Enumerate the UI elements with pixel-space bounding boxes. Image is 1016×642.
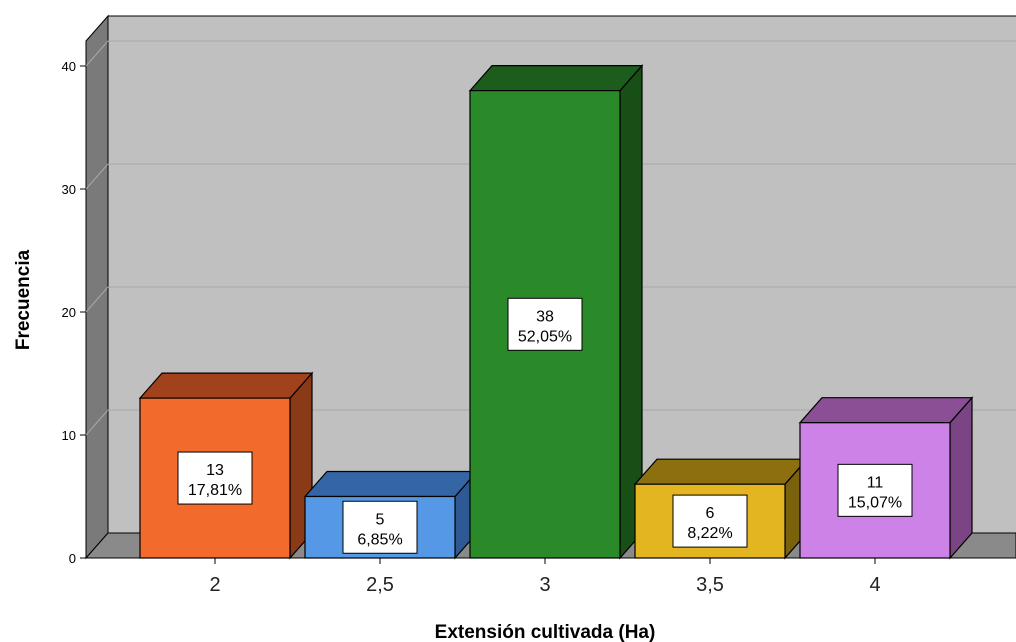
data-label-count: 11 — [867, 474, 884, 491]
x-tick-label: 3 — [539, 574, 550, 596]
y-tick-label: 0 — [69, 551, 76, 566]
data-label: 5 6,85% — [342, 500, 418, 554]
data-label-percent: 17,81% — [188, 482, 242, 499]
x-tick-label: 2 — [209, 574, 220, 596]
bar-top — [798, 397, 974, 424]
x-tick-label: 3,5 — [696, 574, 724, 596]
gridline-diagonal — [85, 409, 109, 436]
bar-side — [949, 396, 973, 560]
x-axis-categories: 2 2,5 3 3,5 4 — [209, 558, 881, 596]
y-axis-title: Frecuencia — [13, 249, 34, 350]
data-label-count: 38 — [536, 308, 554, 325]
x-tick-label: 2,5 — [366, 574, 394, 596]
data-label-box — [342, 500, 418, 554]
gridline-diagonal — [85, 163, 109, 190]
bars: 13 17,81% 5 6,85% 38 52,05% 6 8,22% 11 15,07% — [138, 64, 974, 560]
data-label-box — [507, 297, 583, 351]
data-label-box — [672, 494, 748, 548]
data-label-count: 5 — [376, 511, 385, 528]
data-label: 11 15,07% — [837, 463, 913, 517]
bar-top — [633, 458, 809, 485]
gridline-diagonal — [85, 40, 109, 67]
data-label: 38 52,05% — [507, 297, 583, 351]
y-tick-label: 10 — [62, 428, 76, 443]
data-label-box — [837, 463, 913, 517]
bar — [798, 396, 974, 560]
y-tick-label: 40 — [62, 59, 76, 74]
y-axis-ticks: 0 10 20 30 40 — [62, 59, 86, 566]
data-label-box — [177, 451, 253, 505]
data-label-count: 13 — [206, 462, 224, 479]
bar-top — [138, 372, 314, 399]
left-wall — [85, 14, 109, 560]
bar-top — [468, 64, 644, 92]
data-label-percent: 8,22% — [687, 525, 732, 542]
data-label: 13 17,81% — [177, 451, 253, 505]
x-tick-label: 4 — [869, 574, 880, 596]
gridline-diagonal — [85, 286, 109, 313]
x-axis-title: Extensión cultivada (Ha) — [435, 622, 656, 642]
data-label-count: 6 — [706, 505, 715, 522]
y-tick-label: 20 — [62, 305, 76, 320]
data-label-percent: 15,07% — [848, 494, 902, 511]
bar-top — [303, 470, 479, 498]
data-label-percent: 52,05% — [518, 328, 572, 345]
data-label-percent: 6,85% — [357, 531, 402, 548]
y-tick-label: 30 — [62, 182, 76, 197]
data-label: 6 8,22% — [672, 494, 748, 548]
